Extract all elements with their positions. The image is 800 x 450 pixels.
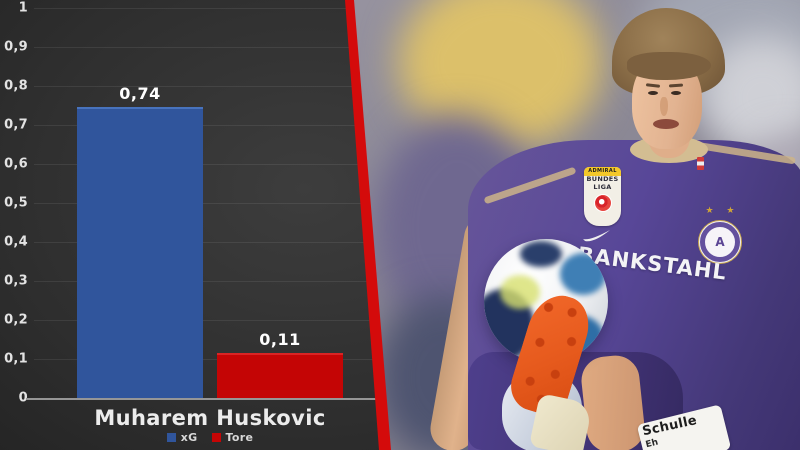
- y-tick-label: 0: [18, 390, 28, 406]
- patch-line1: BUNDES: [586, 175, 619, 183]
- gridline: [34, 8, 380, 9]
- bar-xg: [77, 107, 203, 398]
- chart-category-label: Muharem Huskovic: [94, 406, 326, 430]
- soccer-ball: [484, 239, 608, 363]
- player-thigh: [579, 353, 647, 450]
- x-axis-baseline: [26, 398, 382, 400]
- bar-tore: [217, 353, 343, 398]
- y-tick-label: 0,5: [4, 195, 28, 211]
- chart-legend: xG Tore: [0, 431, 386, 444]
- y-tick-label: 0,4: [4, 234, 28, 250]
- gridline: [34, 125, 380, 126]
- legend-label: xG: [180, 431, 198, 444]
- plot-area: 0,74 0,11: [40, 8, 386, 398]
- mouth: [653, 119, 679, 129]
- nose: [660, 97, 668, 116]
- crest-ring: A: [700, 222, 740, 262]
- crest-stars: ★ ★: [705, 206, 740, 216]
- bar-value-label: 0,74: [119, 84, 161, 103]
- legend-item-xg: xG: [166, 431, 198, 444]
- y-tick-label: 0,9: [4, 39, 28, 55]
- bundesliga-rosette-icon: [593, 194, 612, 212]
- y-tick-label: 0,1: [4, 351, 28, 367]
- gridline: [34, 359, 380, 360]
- hair-fringe: [627, 52, 711, 80]
- collar-tag: [697, 157, 704, 170]
- club-crest: A: [698, 220, 742, 264]
- y-tick-label: 0,3: [4, 273, 28, 289]
- ball-pattern: [520, 241, 562, 267]
- y-tick-label: 0,2: [4, 312, 28, 328]
- legend-swatch-icon: [166, 433, 176, 442]
- gridline: [34, 281, 380, 282]
- gridline: [34, 242, 380, 243]
- y-tick-label: 0,6: [4, 156, 28, 172]
- gridline: [34, 47, 380, 48]
- swoosh-icon: [583, 230, 610, 242]
- patch-brand-label: ADMIRAL: [584, 167, 621, 176]
- gridline: [34, 86, 380, 87]
- legend-swatch-icon: [211, 433, 221, 442]
- gridline: [34, 164, 380, 165]
- ball-pattern: [500, 275, 540, 309]
- y-tick-label: 0,8: [4, 78, 28, 94]
- bar-value-label: 0,11: [259, 330, 301, 349]
- legend-label: Tore: [225, 431, 254, 444]
- eye: [648, 91, 658, 95]
- y-tick-label: 0,7: [4, 117, 28, 133]
- gridline: [34, 203, 380, 204]
- legend-item-tore: Tore: [211, 431, 254, 444]
- eye: [671, 91, 681, 95]
- y-tick-label: 1: [18, 0, 28, 16]
- gridline: [34, 320, 380, 321]
- crest-letter: A: [715, 235, 725, 249]
- patch-line2: LIGA: [593, 182, 612, 191]
- bundesliga-patch: ADMIRAL BUNDES LIGA: [584, 167, 621, 226]
- ball-pattern: [560, 253, 606, 295]
